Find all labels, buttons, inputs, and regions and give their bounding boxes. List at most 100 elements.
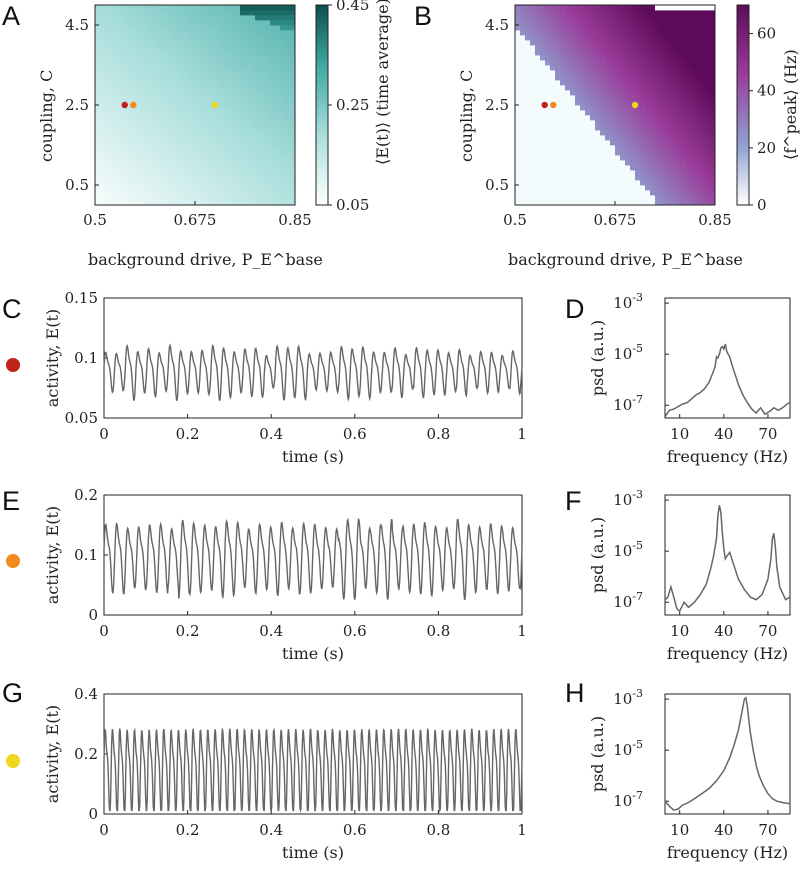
heatmap-cell [590, 5, 596, 11]
heatmap-cell [165, 35, 171, 41]
heatmap-cell [670, 95, 676, 101]
heatmap-cell [635, 150, 641, 156]
heatmap-cell [685, 125, 691, 131]
heatmap-cell [640, 20, 646, 26]
heatmap-cell [240, 85, 246, 91]
heatmap-cell [160, 155, 166, 161]
heatmap-cell [275, 30, 281, 36]
heatmap-cell [175, 25, 181, 31]
heatmap-cell [230, 110, 236, 116]
heatmap-a-markers [121, 101, 219, 109]
heatmap-cell [640, 75, 646, 81]
heatmap-cell [155, 130, 161, 136]
heatmap-cell [105, 25, 111, 31]
heatmap-cell [140, 70, 146, 76]
heatmap-cell [635, 45, 641, 51]
heatmap-cell [545, 45, 551, 51]
heatmap-cell [290, 200, 296, 206]
heatmap-cell [700, 200, 706, 206]
heatmap-cell [695, 30, 701, 36]
heatmap-cell [575, 50, 581, 56]
heatmap-cell [225, 40, 231, 46]
heatmap-cell [700, 55, 706, 61]
heatmap-cell [640, 50, 646, 56]
heatmap-cell [125, 195, 131, 201]
heatmap-cell [585, 135, 591, 141]
heatmap-cell [225, 125, 231, 131]
heatmap-cell [110, 130, 116, 136]
heatmap-cell [660, 110, 666, 116]
y-tick-label: 10-3 [613, 488, 643, 509]
heatmap-cell [250, 85, 256, 91]
heatmap-cell [695, 70, 701, 76]
heatmap-cell [105, 160, 111, 166]
x-tick-label: 1 [517, 821, 527, 839]
heatmap-cell [250, 180, 256, 186]
heatmap-cell [695, 100, 701, 106]
heatmap-cell [600, 160, 606, 166]
heatmap-cell [540, 120, 546, 126]
heatmap-cell [260, 200, 266, 206]
heatmap-cell [550, 165, 556, 171]
heatmap-cell [100, 45, 106, 51]
heatmap-cell [520, 155, 526, 161]
heatmap-cell [610, 25, 616, 31]
heatmap-cell [100, 165, 106, 171]
heatmap-cell [265, 160, 271, 166]
heatmap-cell [610, 60, 616, 66]
heatmap-cell [565, 200, 571, 206]
heatmap-cell [540, 130, 546, 136]
heatmap-cell [240, 70, 246, 76]
heatmap-cell [535, 200, 541, 206]
heatmap-cell [515, 10, 521, 16]
heatmap-cell [525, 50, 531, 56]
heatmap-cell [530, 50, 536, 56]
heatmap-cell [210, 50, 216, 56]
activity-trace [103, 517, 523, 601]
heatmap-cell [660, 30, 666, 36]
heatmap-cell [120, 160, 126, 166]
heatmap-cell [165, 50, 171, 56]
heatmap-cell [530, 160, 536, 166]
heatmap-cell [655, 80, 661, 86]
heatmap-cell [630, 120, 636, 126]
heatmap-cell [645, 155, 651, 161]
heatmap-cell [530, 140, 536, 146]
heatmap-cell [240, 110, 246, 116]
heatmap-cell [520, 20, 526, 26]
heatmap-cell [575, 140, 581, 146]
heatmap-cell [710, 195, 716, 201]
heatmap-cell [610, 15, 616, 21]
heatmap-cell [160, 60, 166, 66]
heatmap-cell [230, 200, 236, 206]
heatmap-cell [140, 35, 146, 41]
heatmap-cell [615, 115, 621, 121]
heatmap-cell [595, 35, 601, 41]
heatmap-cell [595, 75, 601, 81]
heatmap-cell [670, 110, 676, 116]
heatmap-cell [710, 155, 716, 161]
heatmap-cell [285, 145, 291, 151]
heatmap-cell [565, 30, 571, 36]
heatmap-cell [630, 30, 636, 36]
heatmap-cell [655, 165, 661, 171]
heatmap-cell [710, 175, 716, 181]
heatmap-cell [205, 130, 211, 136]
heatmap-cell [700, 80, 706, 86]
heatmap-cell [585, 65, 591, 71]
heatmap-cell [590, 130, 596, 136]
heatmap-cell [595, 175, 601, 181]
heatmap-cell [650, 30, 656, 36]
heatmap-cell [645, 115, 651, 121]
heatmap-cell [655, 155, 661, 161]
psd-trace [664, 343, 791, 418]
heatmap-cell [655, 15, 661, 21]
heatmap-cell [645, 75, 651, 81]
heatmap-cell [290, 160, 296, 166]
heatmap-cell [250, 145, 256, 151]
heatmap-cell [190, 150, 196, 156]
heatmap-cell [260, 95, 266, 101]
heatmap-cell [195, 110, 201, 116]
heatmap-cell [135, 170, 141, 176]
heatmap-cell [125, 25, 131, 31]
